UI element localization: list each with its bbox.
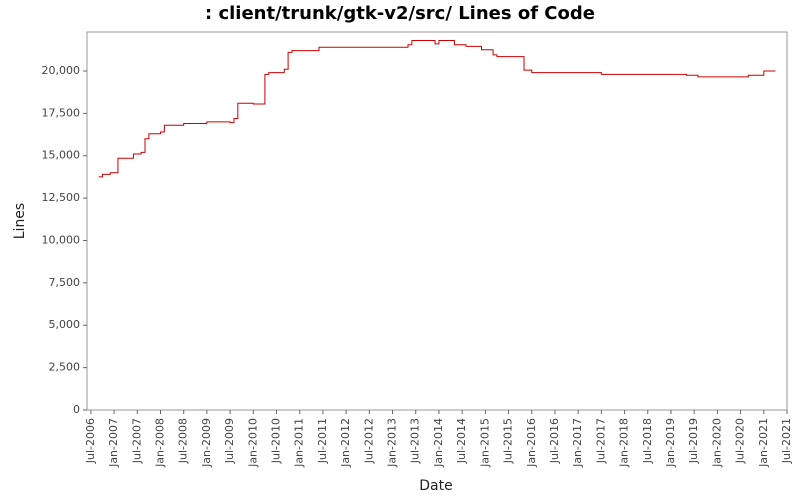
x-tick-label: Jan-2012 [339,418,352,468]
y-tick-label: 5,000 [49,318,81,331]
x-tick-label: Jul-2012 [362,418,375,464]
x-tick-label: Jul-2021 [780,418,793,464]
x-tick-label: Jan-2020 [710,418,723,468]
chart-title: : client/trunk/gtk-v2/src/ Lines of Code [205,3,595,24]
x-tick-label: Jan-2021 [757,418,770,468]
x-tick-label: Jul-2018 [641,418,654,464]
x-tick-label: Jul-2008 [177,418,190,464]
x-tick-label: Jul-2007 [130,418,143,464]
y-tick-label: 20,000 [42,64,81,77]
y-tick-label: 0 [73,403,80,416]
x-tick-label: Jul-2010 [270,418,283,464]
x-tick-label: Jul-2016 [548,418,561,464]
x-tick-label: Jul-2011 [316,418,329,464]
x-tick-label: Jul-2009 [223,418,236,464]
plot-area [86,31,788,411]
x-tick-label: Jan-2015 [478,418,491,468]
x-tick-label: Jan-2010 [246,418,259,468]
x-tick-label: Jul-2015 [502,418,515,464]
y-axis-title: Lines [12,203,28,239]
x-tick-label: Jan-2008 [153,418,166,468]
y-tick-label: 10,000 [42,233,81,246]
x-tick-label: Jan-2014 [432,418,445,468]
y-tick-label: 15,000 [42,149,81,162]
x-tick-label: Jul-2006 [84,418,97,464]
x-tick-label: Jul-2019 [687,418,700,464]
y-tick-label: 17,500 [42,106,81,119]
data-line [98,39,776,178]
x-tick-label: Jul-2017 [594,418,607,464]
x-tick-label: Jan-2007 [107,418,120,468]
x-tick-label: Jan-2013 [386,418,399,468]
x-tick-label: Jan-2017 [571,418,584,468]
x-tick-label: Jan-2018 [618,418,631,468]
x-tick-label: Jul-2014 [455,418,468,464]
x-axis-title: Date [419,478,452,494]
y-tick-label: 2,500 [49,361,81,374]
x-tick-label: Jan-2016 [525,418,538,468]
x-tick-label: Jan-2009 [200,418,213,468]
y-tick-label: 12,500 [42,191,81,204]
x-tick-label: Jan-2019 [664,418,677,468]
x-tick-label: Jan-2011 [293,418,306,468]
x-tick-label: Jul-2013 [409,418,422,464]
x-tick-label: Jul-2020 [734,418,747,464]
y-tick-label: 7,500 [49,276,81,289]
